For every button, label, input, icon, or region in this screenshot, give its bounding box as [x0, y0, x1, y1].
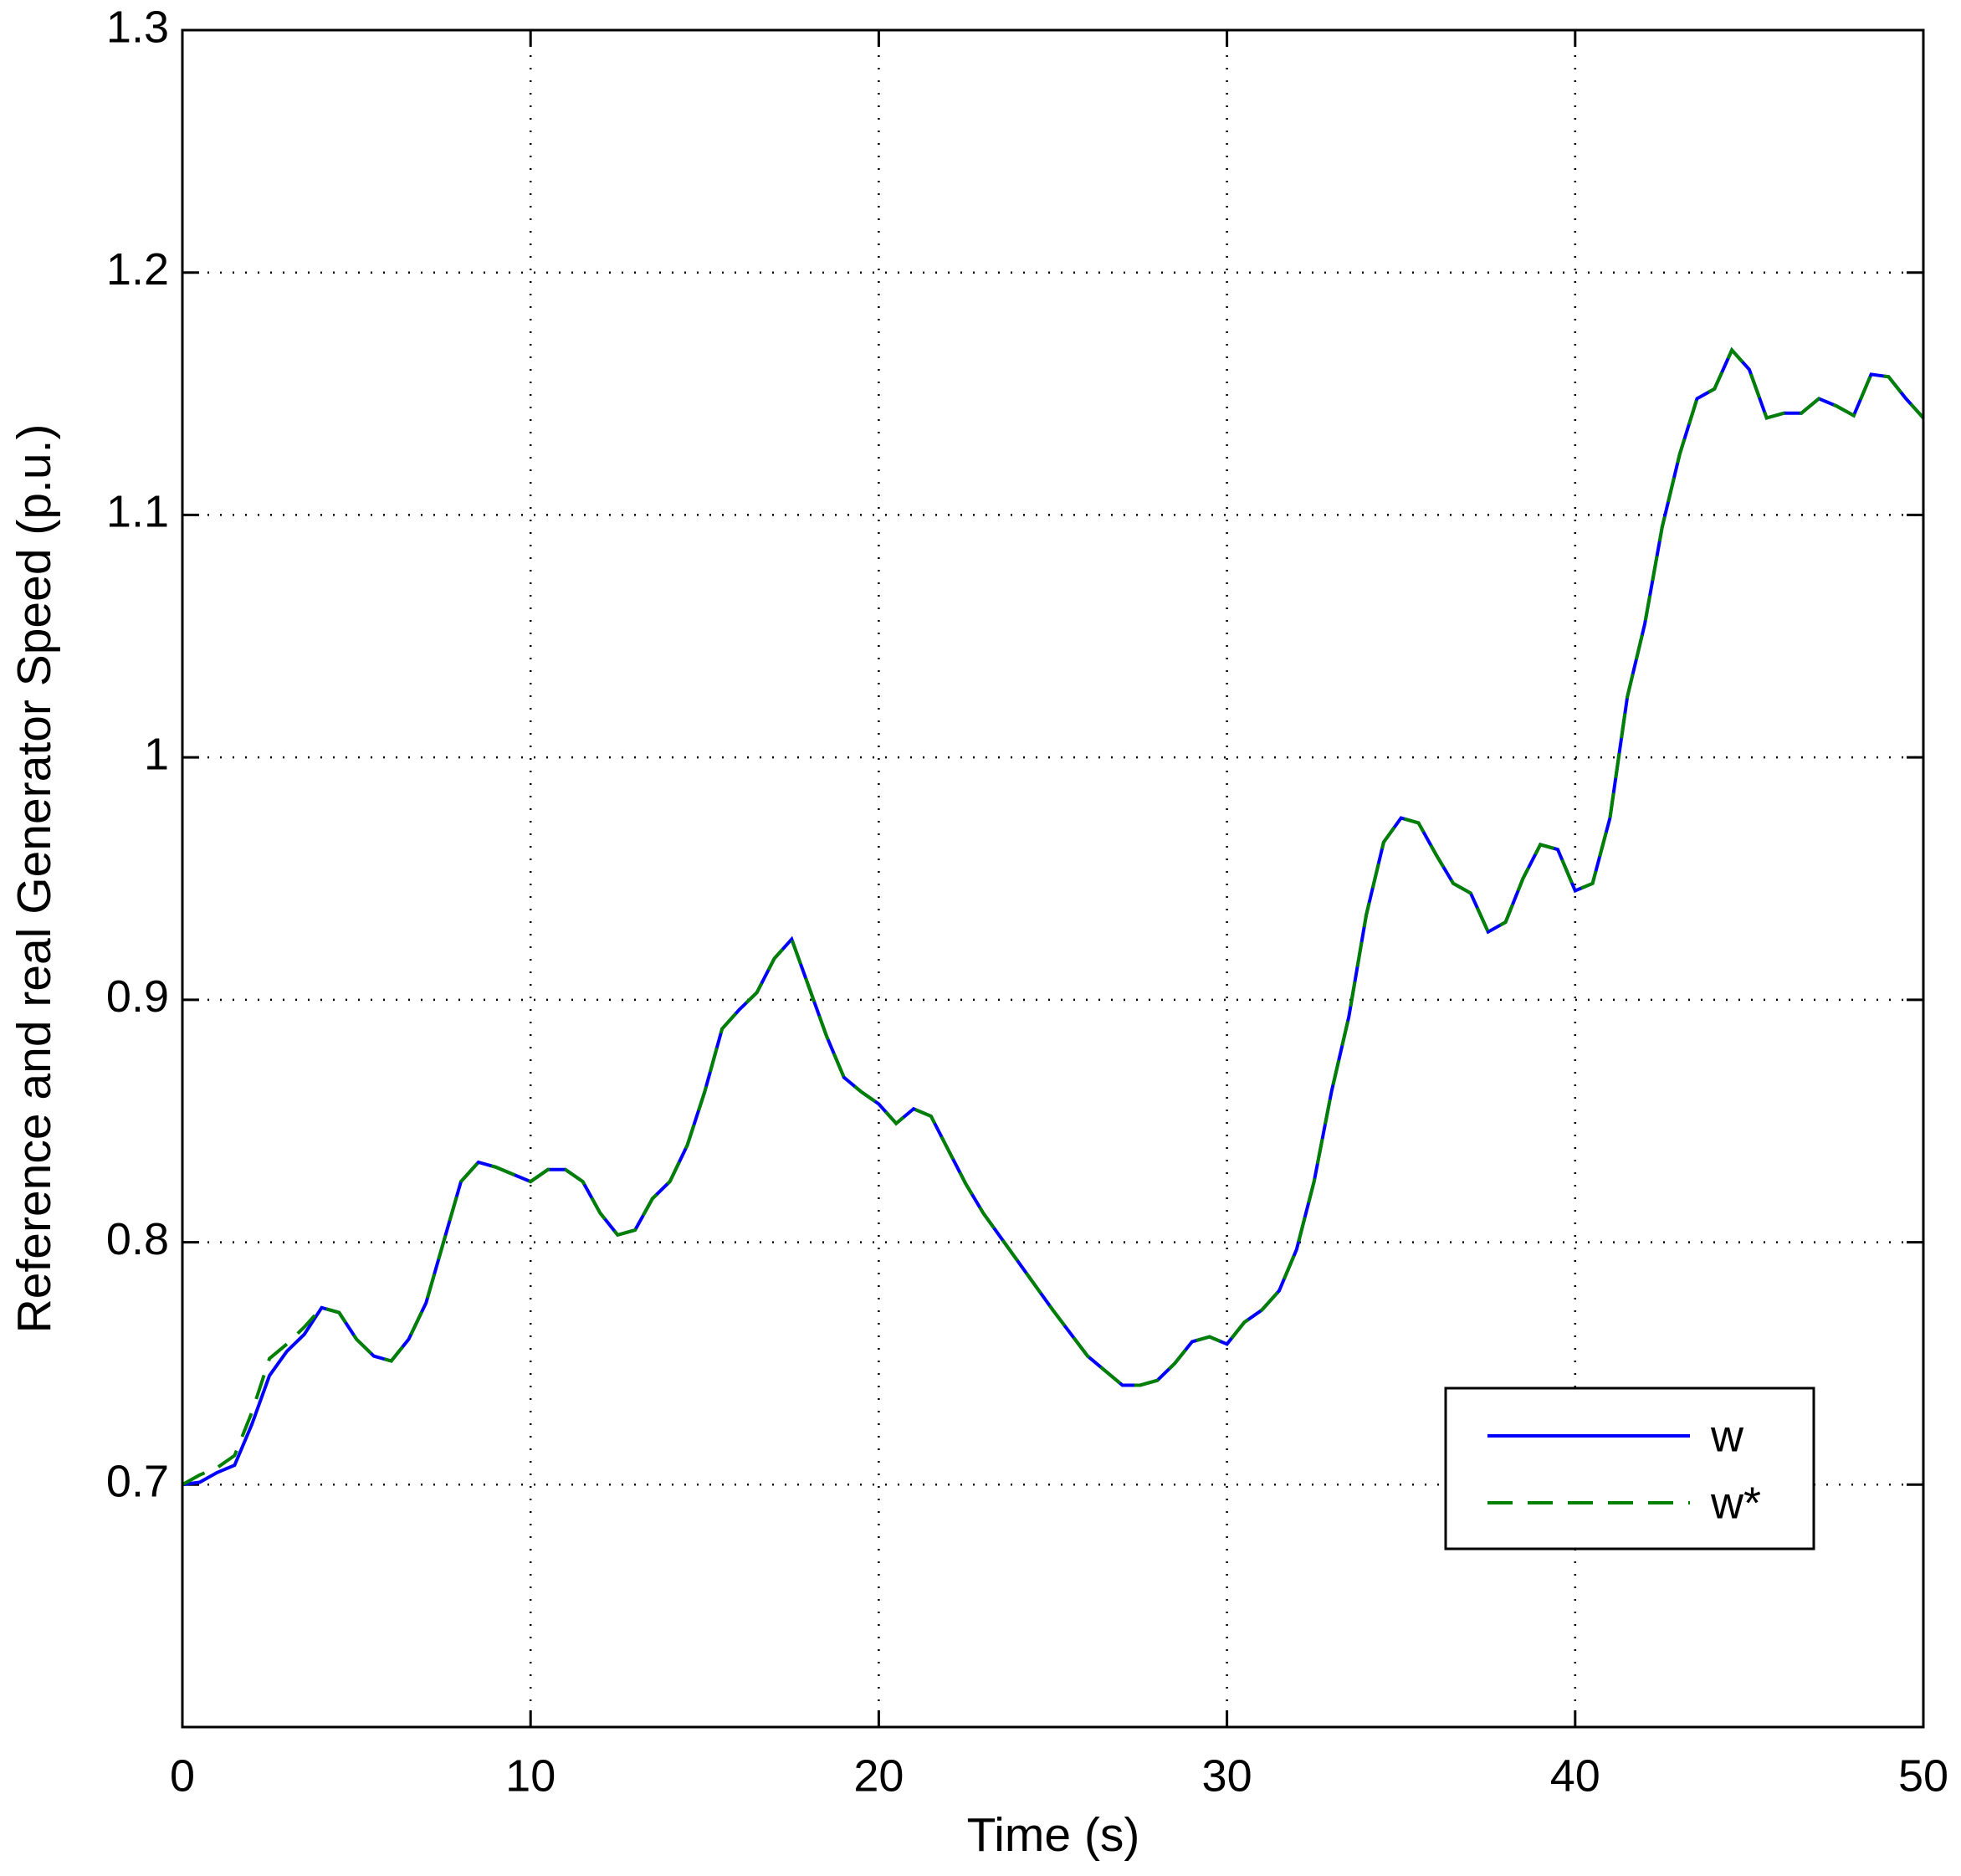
x-tick-label: 0	[170, 1750, 195, 1801]
plot-frame	[181, 28, 1925, 1729]
y-axis-label: Reference and real Generator Speed (p.u.…	[8, 424, 61, 1334]
x-tick-label: 50	[1898, 1750, 1948, 1801]
x-tick-label: 40	[1550, 1750, 1600, 1801]
x-tick-label: 30	[1202, 1750, 1252, 1801]
x-axis-label: Time (s)	[967, 1808, 1140, 1862]
x-tick-label: 20	[853, 1750, 904, 1801]
legend: w w*	[1444, 1386, 1815, 1551]
legend-label: w	[1710, 1411, 1744, 1461]
y-tick-label: 1.3	[106, 2, 169, 52]
y-tick-label: 1	[144, 729, 169, 779]
y-tick-label: 0.8	[106, 1214, 169, 1264]
y-tick-label: 0.9	[106, 971, 169, 1022]
legend-label: w*	[1710, 1478, 1761, 1528]
legend-box	[1444, 1386, 1815, 1551]
x-tick-label: 10	[505, 1750, 556, 1801]
data-line	[182, 346, 1925, 1487]
y-tick-label: 0.7	[106, 1457, 169, 1507]
y-tick-label: 1.2	[106, 244, 169, 295]
y-tick-label: 1.1	[106, 487, 169, 537]
